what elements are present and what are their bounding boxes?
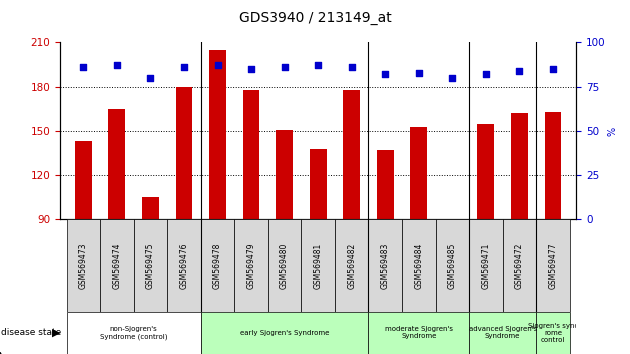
Bar [369,219,402,312]
Text: GSM569481: GSM569481 [314,242,323,289]
Point [78,64,88,70]
Text: GSM569482: GSM569482 [347,242,356,289]
Bar [75,141,92,219]
Bar [410,127,427,219]
Point [346,64,357,70]
Text: GSM569478: GSM569478 [213,242,222,289]
Text: advanced Sjogren's
Syndrome: advanced Sjogren's Syndrome [469,326,537,339]
Text: Sjogren's synd
rome
control: Sjogren's synd rome control [527,323,578,343]
Bar [435,219,469,312]
Bar [469,312,536,354]
Bar [234,219,268,312]
Bar [276,130,293,219]
Bar [343,90,360,219]
Bar [469,219,503,312]
Bar [176,87,192,219]
Text: GSM569475: GSM569475 [146,242,155,289]
Text: disease state: disease state [1,328,61,337]
Text: non-Sjogren's
Syndrome (control): non-Sjogren's Syndrome (control) [100,326,168,339]
Text: GSM569476: GSM569476 [180,242,188,289]
Bar [511,113,528,219]
Bar [142,198,159,219]
Text: early Sjogren's Syndrome: early Sjogren's Syndrome [240,330,329,336]
Point [313,63,323,68]
Text: GSM569484: GSM569484 [415,242,423,289]
Bar [201,312,369,354]
Text: GDS3940 / 213149_at: GDS3940 / 213149_at [239,11,391,25]
Text: moderate Sjogren's
Syndrome: moderate Sjogren's Syndrome [385,326,453,339]
Point [146,75,156,81]
Bar [402,219,435,312]
Point [481,72,491,77]
Point [280,64,290,70]
Text: GSM569483: GSM569483 [381,242,390,289]
Text: GSM569485: GSM569485 [448,242,457,289]
Bar [201,219,234,312]
Text: GSM569477: GSM569477 [549,242,558,289]
Bar [67,312,201,354]
Point [514,68,524,74]
Point [414,70,424,75]
Text: GSM569473: GSM569473 [79,242,88,289]
Bar [310,149,326,219]
Point [548,66,558,72]
Bar [108,109,125,219]
Bar [209,50,226,219]
Point [179,64,189,70]
Bar [268,219,301,312]
Text: GSM569471: GSM569471 [481,242,490,289]
Bar [544,112,561,219]
Bar [377,150,394,219]
Point [447,75,457,81]
Bar [243,90,260,219]
Bar [134,219,167,312]
Text: GSM569472: GSM569472 [515,242,524,289]
Text: GSM569474: GSM569474 [112,242,122,289]
Bar [478,124,495,219]
Bar [536,219,570,312]
Point [380,72,390,77]
Bar [167,219,201,312]
Bar [100,219,134,312]
Bar [369,312,469,354]
Text: GSM569479: GSM569479 [246,242,256,289]
Text: GSM569480: GSM569480 [280,242,289,289]
Point [212,63,222,68]
Bar [335,219,369,312]
Text: ▶: ▶ [52,328,60,338]
Point [112,63,122,68]
Point [246,66,256,72]
Bar [301,219,335,312]
Bar [503,219,536,312]
Bar [67,219,100,312]
Y-axis label: %: % [607,126,617,136]
Bar [536,312,570,354]
